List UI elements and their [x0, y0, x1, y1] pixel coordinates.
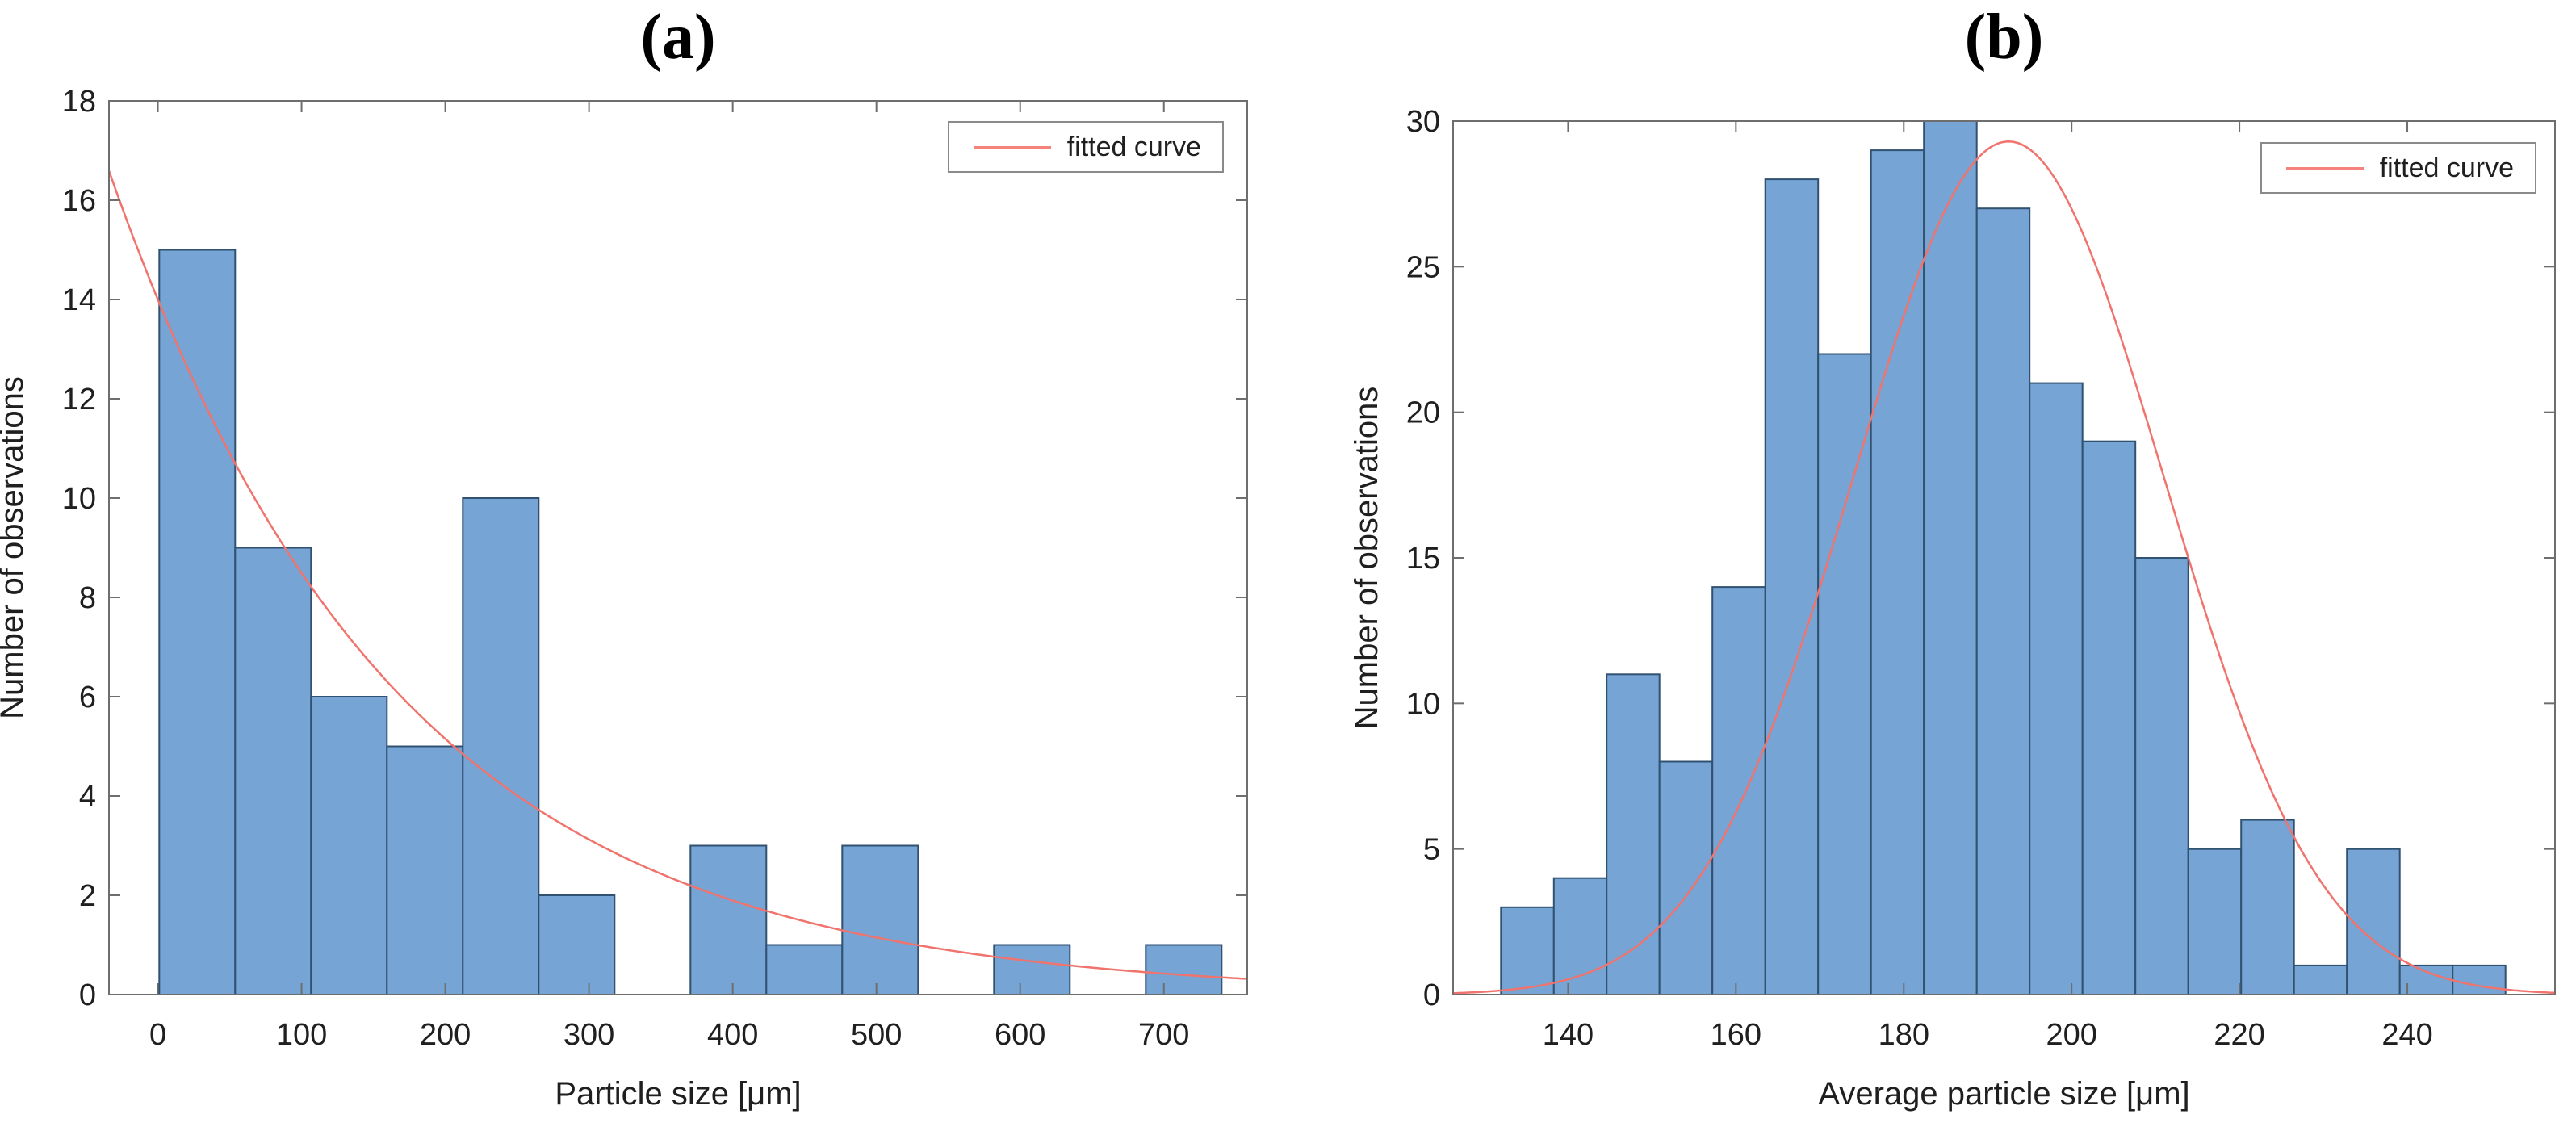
x-tick-label: 160: [1711, 1018, 1761, 1052]
y-tick-label: 15: [1406, 542, 1440, 576]
x-tick-label: 180: [1879, 1018, 1929, 1052]
y-tick-label: 6: [79, 681, 96, 714]
panel-a-title: (a): [640, 2, 716, 73]
x-axis-label: Particle size [μm]: [555, 1076, 801, 1112]
fitted-curve-legend-line: [973, 145, 1051, 149]
x-tick-label: 0: [149, 1018, 166, 1052]
y-tick-label: 0: [1423, 978, 1440, 1012]
x-tick-label: 200: [2046, 1018, 2096, 1052]
x-tick-label: 100: [276, 1018, 327, 1052]
histogram-bar: [1606, 673, 1661, 995]
y-tick-label: 25: [1406, 250, 1440, 284]
histogram-bar: [1923, 120, 1978, 995]
histogram-bar: [2240, 819, 2295, 995]
x-tick-label: 200: [420, 1018, 471, 1052]
x-tick-label: 300: [563, 1018, 614, 1052]
fitted-curve-legend-line: [2285, 166, 2364, 170]
plot-frame: [108, 100, 1248, 995]
x-tick-label: 400: [707, 1018, 758, 1052]
histogram-bar: [2346, 848, 2401, 995]
histogram-bar: [462, 497, 540, 995]
x-tick-label: 240: [2381, 1018, 2432, 1052]
histogram-bar: [1500, 906, 1555, 996]
y-axis-label: Number of observations: [1349, 387, 1384, 730]
histogram-bar: [841, 844, 919, 995]
histogram-bar: [2187, 848, 2243, 995]
histogram-bar: [2452, 964, 2507, 996]
y-tick-label: 5: [1423, 833, 1440, 867]
histogram-bar: [538, 894, 616, 995]
x-tick-label: 600: [995, 1018, 1045, 1052]
x-tick-label: 700: [1138, 1018, 1189, 1052]
y-tick-label: 4: [79, 780, 96, 814]
histogram-bars: [1500, 120, 2507, 996]
legend-label: fitted curve: [1066, 131, 1201, 162]
histogram-bar: [689, 844, 768, 995]
histogram-bar: [765, 944, 844, 995]
y-tick-label: 16: [62, 184, 96, 218]
histogram-bar: [2029, 382, 2084, 996]
histogram-bar: [2293, 964, 2348, 996]
panel-b: (b) 140 160 180 200 220 240 0 5 10 15 20 25 30 Averag…: [1288, 0, 2576, 1131]
histogram-bar: [1870, 149, 1925, 996]
y-axis-label: Number of observations: [0, 376, 30, 719]
histogram-chart-b: 140 160 180 200 220 240 0 5 10 15 20 25 30 Average pa…: [1349, 105, 2556, 1112]
y-tick-label: 12: [62, 383, 96, 417]
fitted-curve-line: [1452, 140, 2556, 995]
histogram-bar: [1764, 178, 1820, 996]
panel-a: (a) 0 100 200 300 400 500 600 700 0 2 4 6 8 10 12 14 16 1…: [0, 2, 1248, 1112]
histogram-bar: [234, 547, 312, 995]
x-axis-label: Average particle size [μm]: [1818, 1076, 2189, 1112]
histogram-bar: [158, 249, 237, 995]
panel-b-title: (b): [1964, 2, 2044, 73]
histogram-bars: [158, 249, 1223, 995]
histogram-bar: [2398, 964, 2454, 996]
y-tick-label: 8: [79, 581, 96, 615]
y-tick-label: 2: [79, 879, 96, 913]
y-tick-label: 18: [62, 85, 96, 119]
histogram-bar: [2081, 440, 2137, 995]
histogram-bar: [1975, 207, 2031, 995]
histogram-bar: [2134, 557, 2189, 995]
histogram-bar: [310, 696, 388, 995]
histogram-bar: [386, 745, 464, 995]
histogram-bar: [1145, 944, 1223, 995]
fitted-curve-line: [107, 170, 1248, 980]
legend-label: fitted curve: [2379, 152, 2514, 183]
x-tick-label: 140: [1543, 1018, 1594, 1052]
legend-a: fitted curve: [947, 121, 1224, 173]
y-tick-label: 14: [62, 283, 96, 317]
legend-b: fitted curve: [2260, 142, 2536, 194]
y-tick-label: 0: [79, 978, 96, 1012]
histogram-bar: [1658, 760, 1714, 995]
histogram-bar: [1552, 877, 1608, 995]
y-tick-label: 20: [1406, 396, 1440, 430]
y-tick-label: 30: [1406, 105, 1440, 139]
histogram-bar: [1711, 586, 1766, 995]
y-tick-label: 10: [1406, 687, 1440, 721]
x-tick-label: 500: [851, 1018, 902, 1052]
x-tick-label: 220: [2214, 1018, 2264, 1052]
histogram-bar: [1817, 353, 1872, 995]
histogram-chart-a: 0 100 200 300 400 500 600 700 0 2 4 6 8 10 12 14 16 18 Par…: [0, 85, 1248, 1112]
y-tick-label: 10: [62, 482, 96, 516]
histogram-bar: [993, 944, 1071, 995]
